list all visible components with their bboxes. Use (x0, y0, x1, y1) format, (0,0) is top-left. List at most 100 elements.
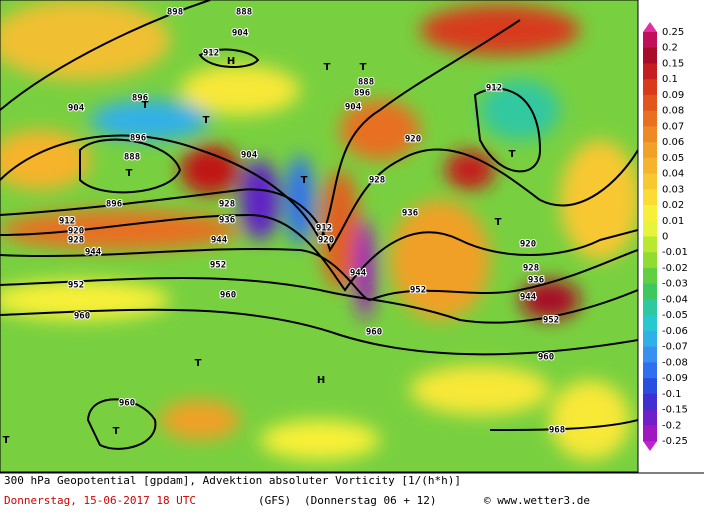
colorbar-label: 0.02 (662, 200, 684, 211)
colorbar-label: 0.01 (662, 216, 684, 227)
pressure-center: T (301, 175, 308, 186)
contour-label: 912 (59, 217, 75, 227)
colorbar-cell (643, 142, 657, 159)
colorbar-cell (643, 173, 657, 190)
contour-label: 896 (132, 94, 148, 104)
contour-label: 912 (316, 224, 332, 234)
colorbar-label: 0.08 (662, 106, 684, 117)
colorbar-cell (643, 393, 657, 411)
colorbar-label: -0.2 (662, 420, 682, 431)
contour-label: 952 (410, 286, 426, 296)
contour-label: 928 (68, 236, 84, 246)
pressure-center: T (195, 358, 202, 369)
colorbar-label: 0.2 (662, 43, 678, 54)
colorbar-label: -0.03 (662, 279, 688, 290)
contour-label: 960 (119, 399, 135, 409)
colorbar-cell (643, 205, 657, 222)
contour-label: 960 (74, 312, 90, 322)
colorbar-label: -0.01 (662, 247, 688, 258)
colorbar-label: 0.03 (662, 184, 684, 195)
colorbar-label: 0.1 (662, 74, 678, 85)
contour-label: 952 (210, 261, 226, 271)
colorbar-cell (643, 425, 657, 442)
colorbar-cell (643, 189, 657, 206)
contour-label: 904 (241, 151, 258, 161)
contour-label: 904 (345, 103, 362, 113)
colorbar-label: 0.06 (662, 137, 684, 148)
colorbar-label: 0.04 (662, 169, 684, 180)
contour-label: 960 (538, 353, 554, 363)
colorbar-label: -0.07 (662, 342, 688, 353)
contour-label: 936 (219, 216, 235, 226)
pressure-center: T (113, 426, 120, 437)
colorbar-label: 0.05 (662, 153, 684, 164)
colorbar-cell (643, 47, 657, 64)
colorbar-cell (643, 283, 657, 300)
pressure-center: T (324, 62, 331, 73)
pressure-center: H (227, 56, 235, 67)
footer-date: Donnerstag, 15-06-2017 18 UTC (4, 494, 196, 507)
colorbar-label: 0.09 (662, 90, 684, 101)
contours (0, 0, 638, 450)
contour-label: 944 (520, 293, 537, 303)
colorbar-label: -0.05 (662, 310, 688, 321)
contour-label: 904 (232, 29, 249, 39)
footer-title: 300 hPa Geopotential [gpdam], Advektion … (4, 474, 461, 487)
pressure-center: H (317, 375, 325, 386)
pressure-center: T (142, 100, 149, 111)
colorbar-cell (643, 157, 657, 175)
colorbar-label: -0.02 (662, 263, 688, 274)
pressure-center: T (495, 217, 502, 228)
colorbar-label: 0 (662, 232, 668, 243)
colorbar-cell (643, 32, 657, 49)
footer-source: © www.wetter3.de (484, 494, 590, 507)
contour-label: 896 (130, 134, 146, 144)
contour-label: 920 (405, 135, 421, 145)
contour-label: 896 (106, 200, 122, 210)
pressure-center: T (3, 435, 10, 446)
colorbar-cell (643, 362, 657, 379)
contour-label: 928 (219, 200, 235, 210)
colorbar-cell (643, 236, 657, 253)
colorbar-label: -0.15 (662, 405, 688, 416)
contour-label: 912 (203, 49, 219, 59)
colorbar-label: -0.08 (662, 357, 688, 368)
colorbar-cell (643, 220, 657, 237)
colorbar-cell (643, 94, 657, 112)
colorbar-cell (643, 409, 657, 426)
colorbar-label: -0.04 (662, 294, 688, 305)
colorbar-label: 0.15 (662, 58, 684, 69)
colorbar-cell (643, 315, 657, 332)
contour-label: 944 (350, 269, 367, 279)
colorbar-cell (643, 330, 657, 348)
contour-label: 928 (369, 176, 385, 186)
contour-label: 920 (318, 236, 334, 246)
colorbar-label: 0.07 (662, 121, 684, 132)
contour-label: 904 (68, 104, 85, 114)
contour-label: 888 (358, 78, 374, 88)
colorbar-cell (643, 267, 657, 285)
pressure-center: T (126, 168, 133, 179)
contour-label: 960 (220, 291, 236, 301)
pressure-center: T (360, 62, 367, 73)
contour-label: 936 (402, 209, 418, 219)
contour-label: 920 (68, 227, 84, 237)
colorbar-cell (643, 346, 657, 363)
contour-label: 952 (543, 316, 559, 326)
contour-label: 960 (366, 328, 382, 338)
contour-label: 944 (85, 248, 102, 258)
colorbar-arrow-top (643, 22, 657, 32)
contour-label: 936 (528, 276, 544, 286)
colorbar-arrow-bottom (643, 441, 657, 451)
contour-label: 898 (167, 8, 183, 18)
colorbar-cell (643, 252, 657, 269)
pressure-center: T (509, 149, 516, 160)
colorbar-label: -0.09 (662, 373, 688, 384)
colorbar-cell (643, 378, 657, 395)
colorbar-label: -0.1 (662, 389, 682, 400)
footer-model: (GFS) (258, 494, 291, 507)
contour-label: 888 (124, 153, 140, 163)
contour-label: 920 (520, 240, 536, 250)
